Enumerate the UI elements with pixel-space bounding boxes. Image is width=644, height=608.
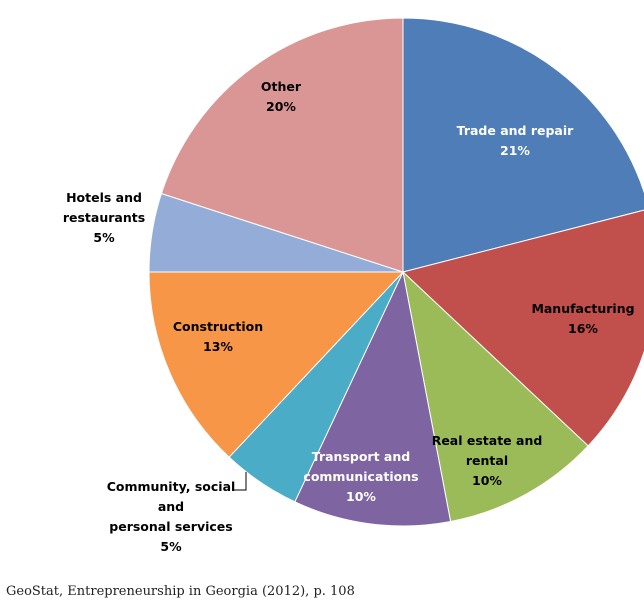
slice-label: Trade and repair 21% (457, 123, 574, 158)
pie-slice (294, 270, 452, 527)
slice-label-line: Transport and (312, 449, 410, 464)
slice-label: Other 20% (261, 79, 302, 114)
slice-label: Construction 13% (173, 319, 263, 354)
slice-label-line: 13% (203, 339, 233, 354)
slice-label-line: 21% (500, 143, 530, 158)
slice-label-line: restaurants (63, 210, 145, 225)
slice-label-line: 5% (93, 230, 115, 245)
slice-label-line: Trade and repair (457, 123, 574, 138)
slice-label: Manufacturing 16% (531, 301, 634, 336)
slice-label-line: communications (303, 469, 418, 484)
slice-label: Transport and communications 10% (303, 449, 418, 504)
slice-label-line: Construction (173, 319, 263, 334)
slice-label: Community, social and personal services 5% (107, 479, 236, 554)
slice-label: Real estate and rental 10% (432, 433, 543, 488)
slice-label-line: 10% (472, 473, 502, 488)
slice-label-line: Other (261, 79, 302, 94)
slice-label-line: Real estate and (432, 433, 543, 448)
slice-label-line: Manufacturing (531, 301, 634, 316)
slice-label-line: 5% (160, 539, 182, 554)
slice-label-line: rental (466, 453, 508, 468)
pie-slice (148, 271, 405, 458)
slice-label-line: 10% (346, 489, 376, 504)
slice-label-line: 16% (568, 321, 598, 336)
leader-line (232, 472, 247, 491)
pie-slice (401, 209, 644, 447)
slice-label-line: 20% (266, 99, 296, 114)
slice-label-line: personal services (109, 519, 232, 534)
source-note: GeoStat, Entrepreneurship in Georgia (20… (6, 584, 355, 599)
pie-slice (402, 17, 644, 273)
slice-label-line: Hotels and (66, 190, 142, 205)
slice-label: Hotels and restaurants 5% (63, 190, 145, 245)
slice-label-line: and (158, 499, 184, 514)
pie-chart: Trade and repair 21% Manufacturing 16% Real … (63, 17, 644, 554)
pie-slice (160, 17, 404, 273)
slice-label-line: Community, social (107, 479, 236, 494)
pie-slice (402, 270, 589, 523)
